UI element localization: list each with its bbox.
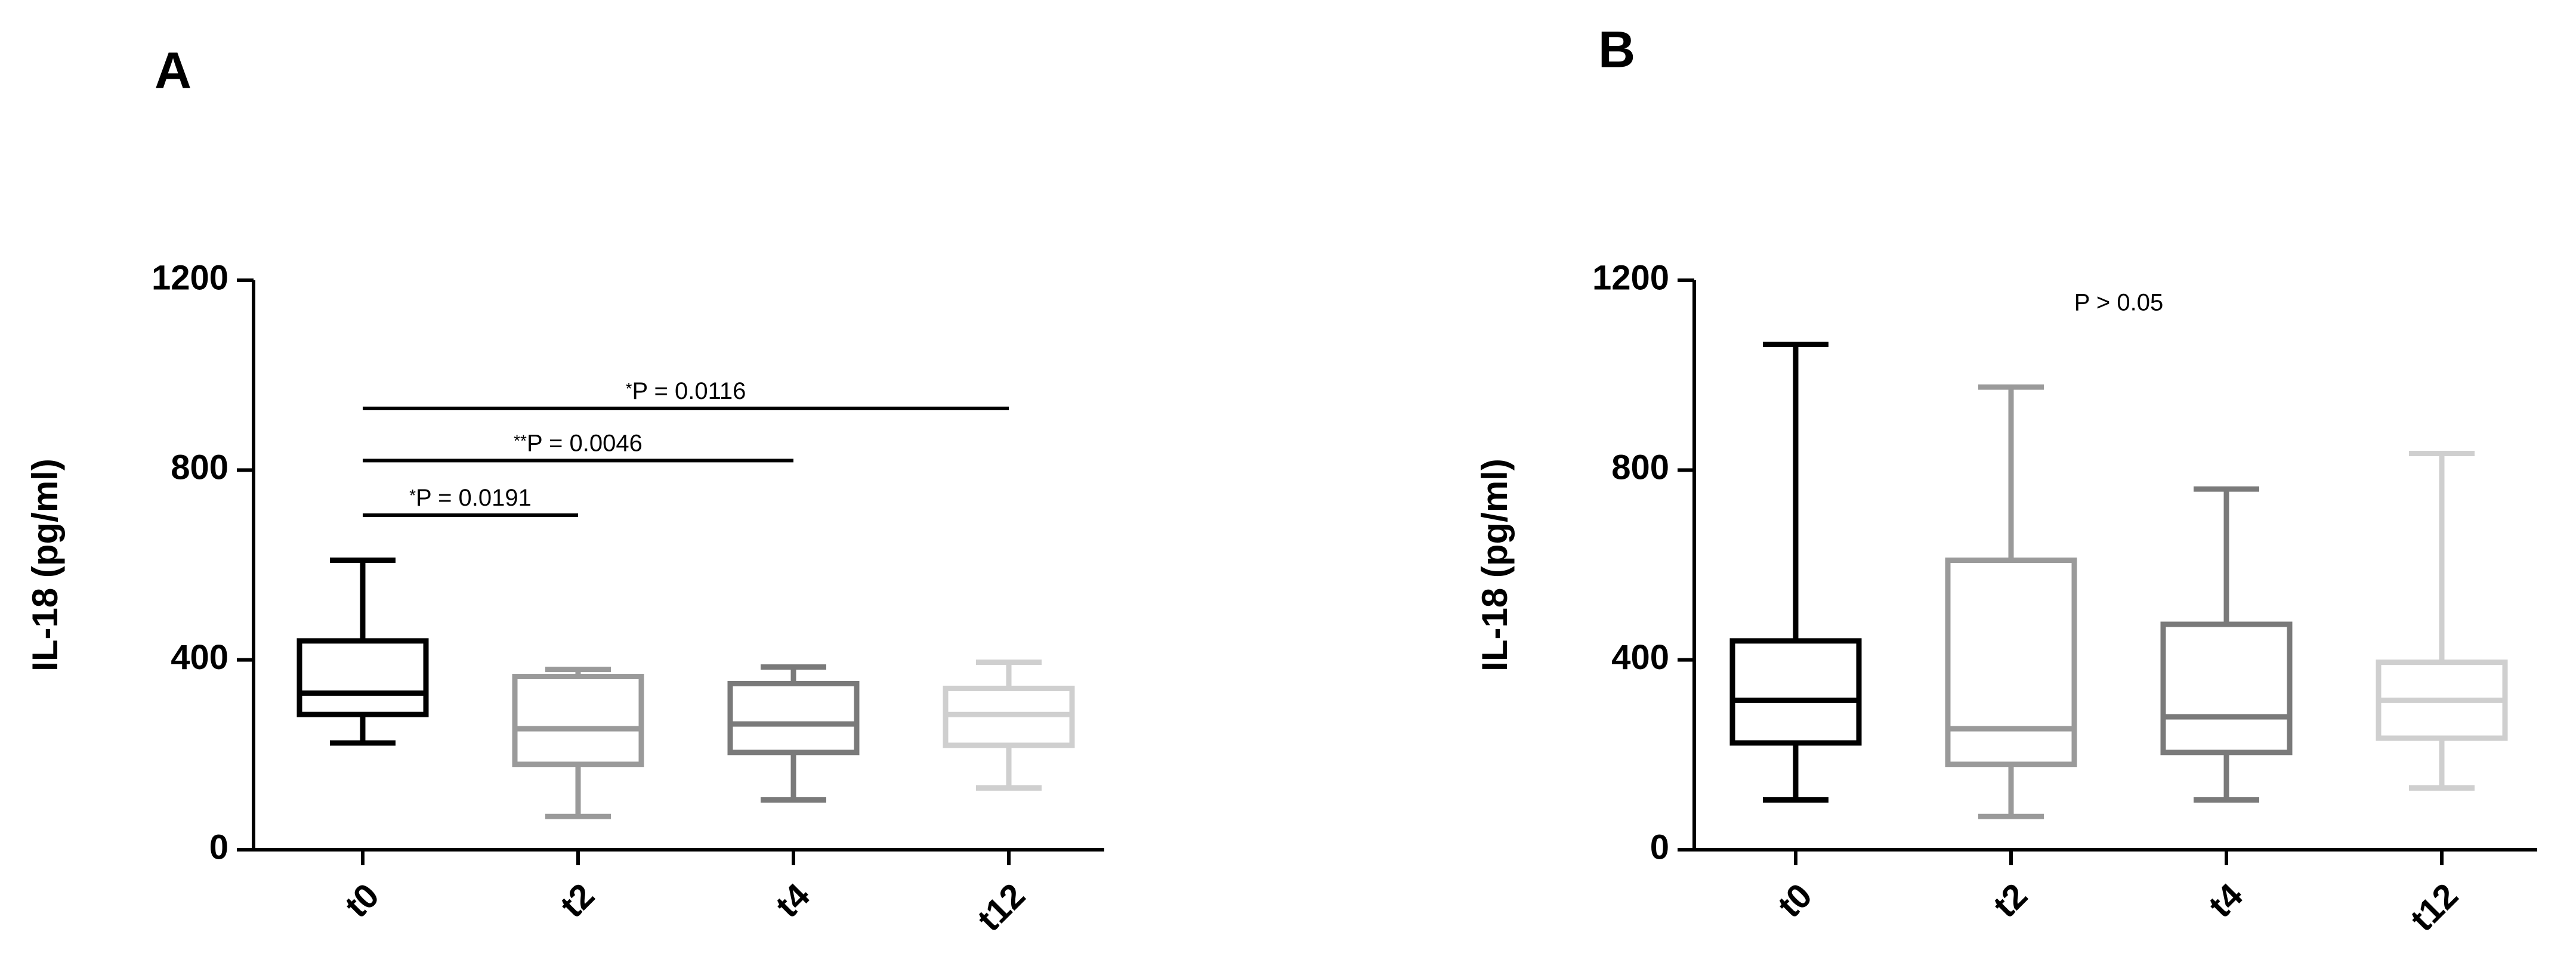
iqr-box [512, 674, 644, 767]
y-tick-label: 400 [171, 638, 228, 677]
significance-stars: * [626, 379, 632, 398]
x-tick-label: t4 [2201, 876, 2250, 925]
significance-stars: ** [514, 431, 527, 450]
panel-letter: B [1598, 21, 1635, 79]
comparison-label: *P = 0.0116 [626, 378, 746, 404]
box-t0 [1729, 341, 1862, 803]
significance-stars: * [409, 486, 416, 504]
comparison-t0-t12: *P = 0.0116 [363, 378, 1009, 410]
x-tick-label: t12 [970, 876, 1033, 939]
comparison-label: **P = 0.0046 [514, 430, 643, 456]
y-axis-title: IL-18 (pg/ml) [1475, 459, 1515, 671]
y-tick-label: 0 [1650, 828, 1669, 866]
p-value: P = 0.0116 [632, 378, 746, 404]
y-tick-label: 1200 [152, 258, 228, 297]
y-tick-label: 800 [171, 448, 228, 487]
p-value-annotation: P > 0.05 [2074, 289, 2163, 315]
panel-b: B IL-18 (pg/ml) 0 400 800 1200 t0 t2 t4 t12 P > 0.… [1475, 21, 2537, 939]
box-t4 [2160, 486, 2293, 803]
y-tick-label: 1200 [1592, 258, 1669, 297]
x-tick-label: t2 [553, 876, 602, 925]
x-tick-label: t2 [1986, 876, 2035, 925]
p-value: P = 0.0046 [527, 430, 643, 456]
box-t2 [512, 667, 644, 819]
y-tick-label: 400 [1611, 638, 1669, 677]
iqr-box [1729, 638, 1862, 746]
y-tick-label: 0 [209, 828, 228, 866]
x-tick-label: t4 [768, 876, 817, 925]
x-tick-label: t12 [2403, 876, 2466, 939]
box-t12 [943, 660, 1075, 791]
iqr-box [296, 638, 429, 717]
panel-letter: A [155, 42, 191, 100]
box-t0 [296, 558, 429, 746]
box-t2 [1945, 384, 2077, 819]
box-t12 [2376, 450, 2508, 791]
iqr-box [1945, 558, 2077, 767]
iqr-box [2160, 621, 2293, 756]
box-t4 [727, 664, 860, 803]
p-value: P = 0.0191 [416, 485, 532, 511]
y-axis-title: IL-18 (pg/ml) [25, 459, 65, 671]
comparison-t0-t4: **P = 0.0046 [363, 430, 793, 463]
comparison-label: *P = 0.0191 [409, 485, 532, 511]
y-tick-label: 800 [1611, 448, 1669, 487]
comparison-t0-t2: *P = 0.0191 [363, 485, 578, 517]
x-tick-label: t0 [1771, 876, 1820, 925]
x-tick-label: t0 [338, 876, 387, 925]
iqr-box [727, 680, 860, 756]
